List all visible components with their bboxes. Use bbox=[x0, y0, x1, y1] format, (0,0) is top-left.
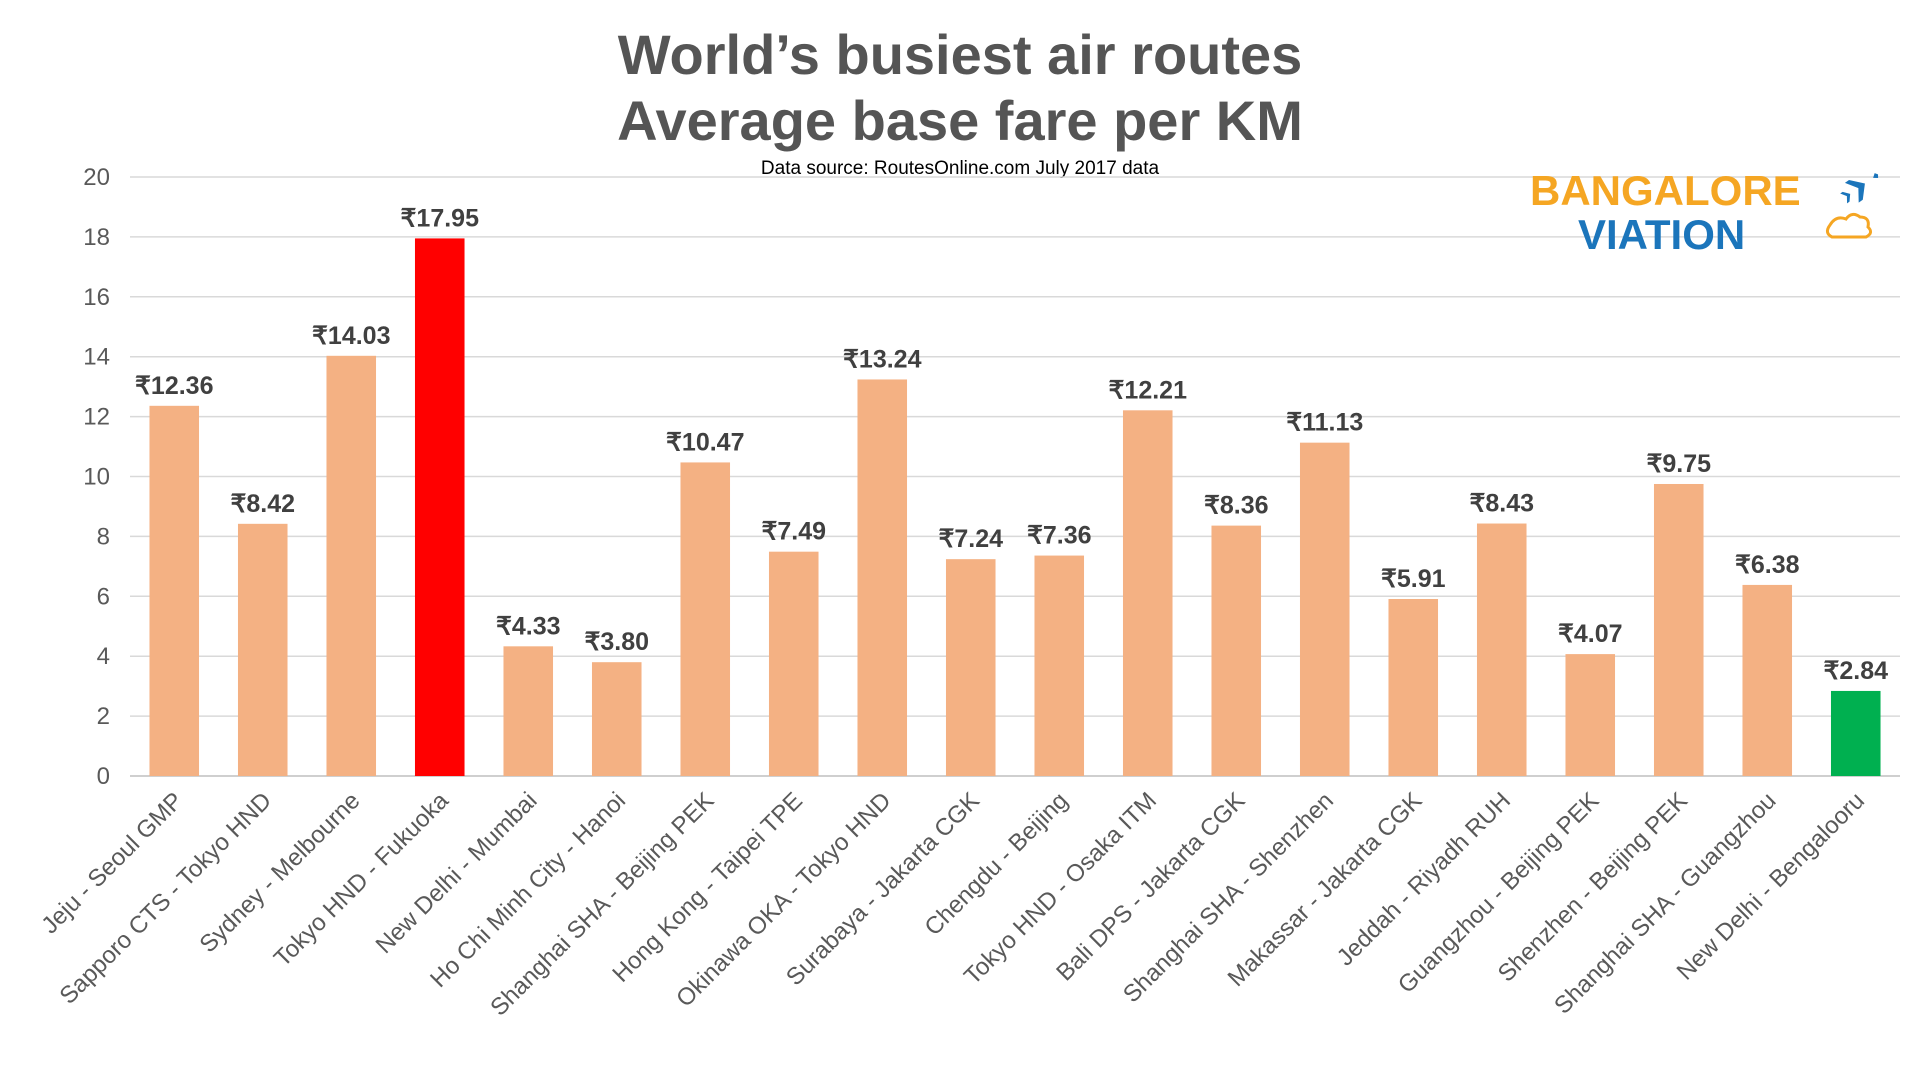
data-label: ₹17.95 bbox=[401, 204, 480, 232]
bar-14 bbox=[1388, 598, 1439, 776]
data-label: ₹9.75 bbox=[1646, 450, 1711, 478]
bar-7 bbox=[768, 551, 819, 776]
y-tick-label: 20 bbox=[83, 164, 110, 191]
logo-line2: VIATION bbox=[1578, 211, 1745, 255]
bar-6 bbox=[680, 462, 731, 776]
data-label: ₹6.38 bbox=[1735, 551, 1800, 579]
data-label: ₹7.24 bbox=[938, 525, 1003, 553]
bangalore-aviation-logo: BANGALORE VIATION bbox=[1530, 167, 1879, 255]
data-label: ₹5.91 bbox=[1381, 565, 1446, 593]
y-tick-label: 0 bbox=[97, 763, 110, 790]
x-category-label: Tokyo HND - Fukuoka bbox=[269, 787, 455, 973]
data-label: ₹14.03 bbox=[312, 322, 390, 350]
data-label: ₹12.36 bbox=[135, 372, 213, 400]
y-tick-label: 2 bbox=[97, 703, 110, 730]
bar-15 bbox=[1476, 523, 1527, 776]
y-tick-label: 18 bbox=[83, 224, 110, 251]
y-tick-label: 4 bbox=[97, 643, 110, 670]
data-label: ₹11.13 bbox=[1286, 409, 1363, 437]
bar-16 bbox=[1565, 654, 1616, 776]
chart-title: World’s busiest air routes bbox=[617, 23, 1303, 86]
y-tick-label: 8 bbox=[97, 523, 110, 550]
data-label: ₹12.21 bbox=[1109, 376, 1188, 404]
x-category-label: Jeddah - Riyadh RUH bbox=[1332, 787, 1516, 971]
y-tick-label: 10 bbox=[83, 464, 110, 491]
bar-17 bbox=[1653, 483, 1704, 776]
data-label: ₹8.42 bbox=[230, 490, 295, 518]
bar-4 bbox=[503, 646, 554, 776]
bar-12 bbox=[1211, 525, 1262, 776]
x-category-label: New Delhi - Mumbai bbox=[371, 787, 543, 959]
x-category-label: Sydney - Melbourne bbox=[195, 787, 366, 958]
bar-3 bbox=[414, 238, 465, 776]
bar-2 bbox=[326, 355, 377, 776]
data-label: ₹4.33 bbox=[496, 612, 561, 640]
data-label: ₹8.43 bbox=[1469, 490, 1534, 518]
bar-1 bbox=[237, 523, 288, 776]
chart-subtitle: Average base fare per KM bbox=[617, 89, 1303, 152]
bar-10 bbox=[1034, 555, 1085, 776]
logo-line1: BANGALORE bbox=[1530, 167, 1801, 214]
bar-8 bbox=[857, 379, 908, 776]
bar-5 bbox=[591, 662, 642, 776]
data-label: ₹3.80 bbox=[584, 628, 649, 656]
data-source-note: Data source: RoutesOnline.com July 2017 … bbox=[760, 158, 1160, 179]
y-tick-label: 14 bbox=[83, 344, 110, 371]
bar-11 bbox=[1122, 410, 1173, 776]
y-tick-label: 6 bbox=[97, 583, 110, 610]
y-tick-label: 16 bbox=[83, 284, 110, 311]
bar-18 bbox=[1742, 584, 1793, 776]
data-label: ₹7.36 bbox=[1027, 522, 1092, 550]
data-label: ₹13.24 bbox=[843, 345, 922, 373]
data-label: ₹8.36 bbox=[1204, 492, 1269, 520]
data-label: ₹7.49 bbox=[761, 518, 826, 546]
bar-13 bbox=[1299, 442, 1350, 776]
data-label: ₹10.47 bbox=[666, 428, 744, 456]
data-labels: ₹12.36 ₹8.42 ₹14.03 ₹17.95 ₹4.33 ₹3.80 ₹10.47 ₹… bbox=[135, 204, 1888, 685]
y-tick-label: 12 bbox=[83, 404, 110, 431]
gridlines bbox=[130, 176, 1900, 777]
bar-19 bbox=[1830, 690, 1881, 776]
bars bbox=[149, 238, 1881, 776]
data-label: ₹2.84 bbox=[1823, 657, 1888, 685]
airplane-icon bbox=[1840, 173, 1879, 204]
bar-9 bbox=[945, 559, 996, 776]
data-label: ₹4.07 bbox=[1558, 620, 1623, 648]
bar-0 bbox=[149, 405, 200, 776]
cloud-icon bbox=[1825, 212, 1873, 239]
y-axis-tick-labels: 0 2 4 6 8 10 12 14 16 18 20 bbox=[83, 164, 110, 790]
